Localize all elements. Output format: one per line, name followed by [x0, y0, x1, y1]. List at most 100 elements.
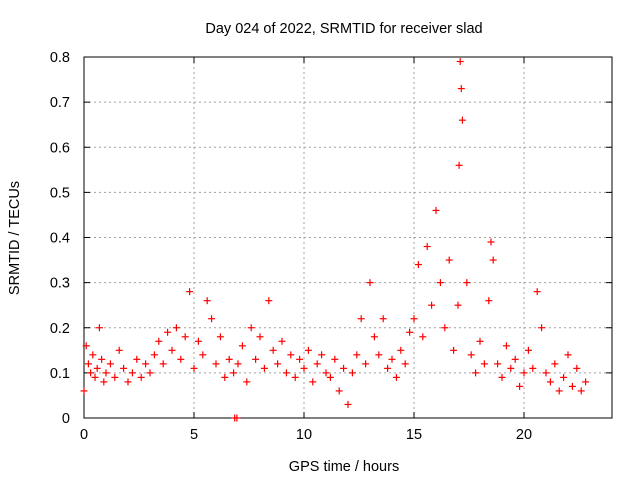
data-point — [230, 369, 238, 377]
data-point — [150, 351, 158, 359]
data-point — [529, 364, 537, 372]
data-point — [95, 324, 103, 332]
data-point — [318, 351, 326, 359]
data-point — [344, 400, 352, 408]
data-point — [410, 315, 418, 323]
data-point — [212, 360, 220, 368]
data-point — [335, 387, 343, 395]
data-point — [265, 297, 273, 305]
data-point — [441, 324, 449, 332]
data-point — [159, 360, 167, 368]
data-point — [274, 360, 282, 368]
data-point — [221, 373, 229, 381]
data-point — [208, 315, 216, 323]
data-point — [252, 355, 260, 363]
y-tick-label: 0.2 — [50, 321, 70, 337]
y-tick-label: 0.6 — [50, 140, 70, 156]
data-point — [269, 346, 277, 354]
data-point — [432, 206, 440, 214]
data-point — [155, 337, 163, 345]
data-point — [379, 315, 387, 323]
data-point — [455, 161, 463, 169]
data-point — [260, 364, 268, 372]
data-point — [111, 373, 119, 381]
data-point — [120, 364, 128, 372]
data-point — [397, 346, 405, 354]
data-point — [326, 373, 334, 381]
data-point — [582, 378, 590, 386]
data-point — [137, 373, 145, 381]
x-axis-label: GPS time / hours — [289, 459, 399, 475]
data-point — [142, 360, 150, 368]
y-tick-label: 0.4 — [50, 231, 70, 247]
data-point — [456, 58, 464, 66]
data-point — [89, 351, 97, 359]
y-tick-label: 0.7 — [50, 95, 70, 111]
data-point — [278, 337, 286, 345]
data-point — [87, 369, 95, 377]
data-point — [115, 346, 123, 354]
data-point — [538, 324, 546, 332]
data-point — [322, 369, 330, 377]
data-point — [106, 360, 114, 368]
data-point — [568, 382, 576, 390]
data-point — [177, 355, 185, 363]
data-point — [340, 364, 348, 372]
data-point — [296, 355, 304, 363]
data-point — [82, 342, 90, 350]
data-point — [100, 378, 108, 386]
data-point — [419, 333, 427, 341]
data-point — [233, 414, 241, 422]
data-point — [401, 360, 409, 368]
y-tick-labels: 0 0.1 0.2 0.3 0.4 0.5 0.6 0.7 0.8 — [50, 50, 70, 427]
y-axis-label: SRMTID / TECUs — [7, 181, 23, 295]
data-point — [498, 373, 506, 381]
data-point — [300, 364, 308, 372]
data-point — [91, 373, 99, 381]
data-point — [181, 333, 189, 341]
data-point — [133, 355, 141, 363]
data-point — [370, 333, 378, 341]
x-tick-label: 15 — [406, 427, 422, 443]
data-point — [124, 378, 132, 386]
y-tick-label: 0.1 — [50, 366, 70, 382]
data-point — [199, 351, 207, 359]
data-point — [362, 360, 370, 368]
data-point — [84, 360, 92, 368]
data-point — [146, 369, 154, 377]
data-point — [520, 369, 528, 377]
data-point — [516, 382, 524, 390]
data-point — [392, 373, 400, 381]
x-tick-label: 10 — [296, 427, 312, 443]
data-points — [80, 58, 590, 422]
data-point — [494, 360, 502, 368]
data-point — [98, 355, 106, 363]
data-point — [128, 369, 136, 377]
data-point — [551, 360, 559, 368]
data-point — [331, 355, 339, 363]
y-tick-label: 0 — [62, 411, 70, 427]
data-point — [463, 279, 471, 287]
y-tick-label: 0.3 — [50, 276, 70, 292]
data-point — [472, 369, 480, 377]
data-point — [507, 364, 515, 372]
x-tick-label: 20 — [516, 427, 532, 443]
data-point — [454, 301, 462, 309]
data-point — [80, 387, 88, 395]
data-point — [450, 346, 458, 354]
data-point — [313, 360, 321, 368]
data-point — [476, 337, 484, 345]
data-point — [287, 351, 295, 359]
data-point — [357, 315, 365, 323]
data-point — [414, 261, 422, 269]
data-point — [458, 116, 466, 124]
data-point — [480, 360, 488, 368]
data-point — [216, 333, 224, 341]
data-point — [238, 342, 246, 350]
data-point — [309, 378, 317, 386]
data-point — [366, 279, 374, 287]
data-point — [564, 351, 572, 359]
data-point — [203, 297, 211, 305]
data-point — [511, 355, 519, 363]
